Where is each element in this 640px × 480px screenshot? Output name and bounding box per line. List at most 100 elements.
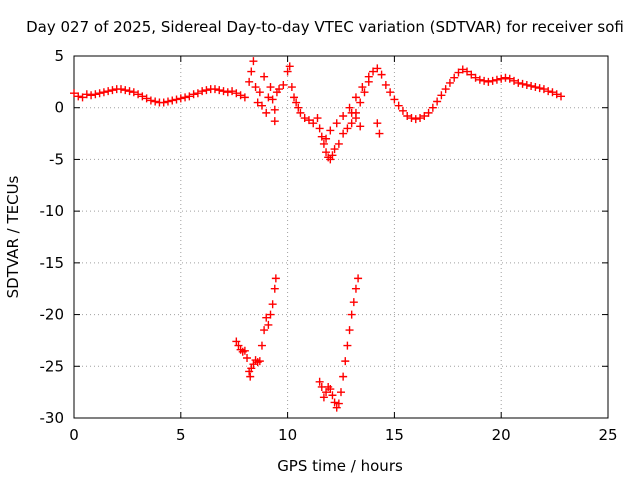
data-point	[319, 139, 328, 148]
data-point	[437, 91, 446, 100]
data-point	[322, 388, 331, 397]
data-point	[332, 403, 341, 412]
x-axis-label: GPS time / hours	[277, 457, 403, 475]
data-point	[168, 96, 177, 105]
data-point	[403, 111, 412, 120]
data-point	[268, 300, 277, 309]
data-point	[176, 94, 185, 103]
data-point	[264, 93, 273, 102]
data-point	[313, 114, 322, 123]
data-point	[232, 89, 241, 98]
data-point	[326, 126, 335, 135]
data-point	[328, 391, 337, 400]
data-point	[260, 326, 269, 335]
data-point	[309, 119, 318, 128]
data-point	[411, 115, 420, 124]
data-point	[134, 90, 143, 99]
data-point	[347, 108, 356, 117]
data-point	[264, 320, 273, 329]
data-point	[304, 116, 313, 125]
data-point	[552, 90, 561, 99]
data-point	[296, 108, 305, 117]
data-point	[339, 129, 348, 138]
data-point	[347, 310, 356, 319]
y-tick-label: -5	[49, 150, 64, 168]
data-point	[82, 90, 91, 99]
data-point	[505, 74, 514, 83]
data-point	[337, 388, 345, 397]
data-point	[257, 341, 266, 350]
data-point	[394, 101, 403, 110]
data-point	[544, 87, 553, 96]
data-point	[315, 377, 324, 386]
data-point	[475, 75, 484, 84]
data-point	[441, 85, 450, 94]
data-point	[330, 398, 339, 407]
data-point	[339, 111, 348, 120]
y-tick-label: 0	[54, 99, 64, 117]
data-point	[518, 79, 527, 88]
data-point	[484, 77, 493, 86]
data-point	[249, 57, 258, 66]
data-point	[268, 95, 277, 104]
data-point	[349, 298, 358, 307]
data-point	[351, 284, 360, 293]
data-point	[548, 88, 557, 97]
data-point	[253, 98, 262, 107]
data-point	[87, 91, 96, 100]
data-point	[339, 372, 348, 381]
data-point	[285, 62, 294, 71]
data-point	[386, 88, 395, 97]
data-point	[255, 88, 264, 97]
data-point	[557, 92, 566, 101]
data-point	[159, 98, 168, 107]
data-point	[271, 274, 280, 283]
data-point	[247, 364, 256, 373]
x-tick-label: 5	[176, 426, 186, 444]
data-point	[283, 67, 292, 76]
data-point	[407, 114, 416, 123]
data-point	[527, 81, 536, 90]
data-point	[322, 148, 331, 157]
data-point	[294, 103, 303, 112]
data-point	[354, 274, 363, 283]
data-point	[326, 385, 335, 394]
data-point	[116, 85, 125, 94]
x-tick-label: 20	[492, 426, 511, 444]
data-point	[189, 90, 198, 99]
data-point	[531, 83, 540, 92]
data-point	[266, 83, 275, 92]
data-point	[236, 91, 245, 100]
data-point	[369, 67, 378, 76]
data-point	[358, 83, 367, 92]
data-point	[463, 67, 472, 76]
data-point	[262, 108, 271, 117]
data-point	[343, 341, 352, 350]
plot-frame	[73, 55, 609, 419]
data-point	[275, 85, 284, 94]
data-point	[341, 357, 350, 366]
data-point	[251, 83, 260, 92]
data-point	[345, 103, 354, 112]
data-point	[445, 78, 454, 87]
y-tick-label: -20	[40, 306, 65, 324]
data-point	[347, 119, 356, 128]
data-point	[172, 95, 181, 104]
data-point	[270, 117, 279, 126]
data-point	[257, 101, 266, 110]
y-tick-label: -10	[40, 202, 65, 220]
data-point	[243, 354, 252, 363]
y-tick-label: 5	[54, 47, 64, 65]
data-point	[428, 103, 437, 112]
data-point	[240, 346, 249, 355]
data-point	[332, 119, 341, 128]
data-point	[91, 90, 100, 99]
data-point	[129, 88, 138, 97]
data-point	[351, 93, 360, 102]
data-point	[215, 86, 224, 95]
data-point	[351, 114, 360, 123]
data-point	[202, 86, 211, 95]
x-tick-label: 10	[278, 426, 297, 444]
data-point	[266, 310, 275, 319]
